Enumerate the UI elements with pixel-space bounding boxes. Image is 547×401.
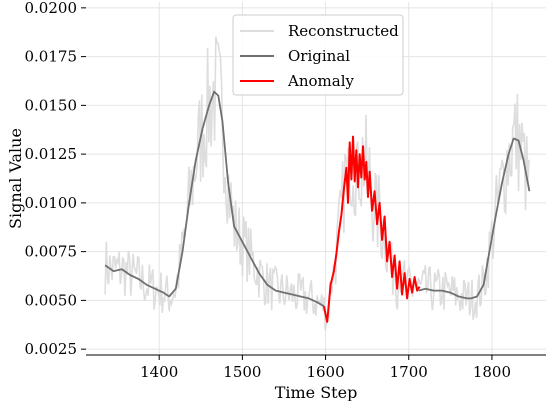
x-tick-label: 1400 [140,363,178,381]
x-tick-label: 1700 [390,363,428,381]
y-tick-label: 0.0075 [25,243,78,261]
legend-label-reconstructed: Reconstructed [288,22,399,40]
legend-box [232,14,404,96]
y-tick-label: 0.0175 [25,48,78,66]
y-tick-label: 0.0200 [25,0,78,17]
data-layer [104,36,531,331]
anomaly-series-line [322,135,421,323]
y-tick-label: 0.0125 [25,145,78,163]
legend-label-original: Original [288,47,350,65]
x-axis-label: Time Step [275,383,358,401]
x-tick-label: 1500 [223,363,261,381]
tick-layer: 1400 1500 1600 1700 1800 0.0025 0.0050 0.0075 0.… [25,0,512,381]
legend-label-anomaly: Anomaly [287,72,354,90]
original-series-line [418,137,531,300]
y-axis-label: Signal Value [6,128,25,229]
y-tick-label: 0.0050 [25,291,78,309]
y-tick-label: 0.0025 [25,340,78,358]
original-series-line [104,90,325,307]
y-tick-label: 0.0150 [25,96,78,114]
x-tick-label: 1800 [473,363,511,381]
y-tick-label: 0.0100 [25,194,78,212]
x-tick-label: 1600 [306,363,344,381]
legend: Reconstructed Original Anomaly [232,14,404,96]
